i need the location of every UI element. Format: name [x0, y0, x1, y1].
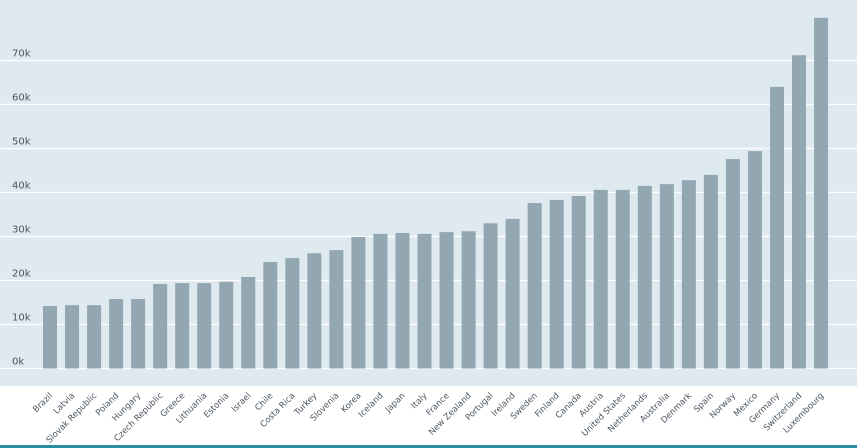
bar: [659, 184, 674, 369]
bar: [153, 284, 168, 369]
x-tick-label: Brazil: [31, 391, 55, 415]
bar: [769, 86, 784, 369]
bar: [615, 189, 630, 369]
bar: [725, 159, 740, 369]
x-tick-label: Israel: [230, 391, 254, 415]
y-tick-label: 0k: [12, 357, 24, 368]
y-tick-label: 70k: [12, 49, 31, 60]
y-tick-label: 50k: [12, 137, 31, 148]
bar: [175, 283, 190, 369]
bar: [307, 253, 322, 369]
bar: [571, 196, 586, 369]
bar: [681, 180, 696, 369]
bar: [417, 233, 432, 369]
bar: [483, 223, 498, 369]
bar: [219, 281, 234, 369]
y-tick-label: 20k: [12, 269, 31, 280]
bar: [747, 151, 762, 369]
bar: [285, 258, 300, 369]
bar: [439, 232, 454, 369]
bar: [637, 185, 652, 369]
bar: [351, 236, 366, 369]
bar: [703, 174, 718, 369]
bar: [329, 250, 344, 369]
x-tick-label: Iceland: [357, 391, 386, 420]
bottom-border: [0, 445, 857, 448]
bar: [197, 283, 212, 369]
bar: [65, 305, 80, 369]
bar: [131, 298, 146, 369]
y-tick-label: 60k: [12, 93, 31, 104]
bar: [461, 231, 476, 369]
bar: [87, 305, 102, 369]
bar: [43, 306, 57, 369]
bar: [395, 232, 410, 369]
y-tick-label: 30k: [12, 225, 31, 236]
x-tick-label: Japan: [383, 391, 408, 416]
y-tick-label: 40k: [12, 181, 31, 192]
bar: [527, 203, 542, 369]
bar: [593, 189, 608, 369]
bar: [373, 233, 388, 369]
bar: [241, 276, 256, 369]
bar: [814, 17, 829, 369]
bar: [792, 55, 807, 369]
y-tick-label: 10k: [12, 313, 31, 324]
bar: [549, 199, 564, 369]
bar: [505, 218, 520, 369]
bar: [263, 262, 278, 369]
bar: [109, 298, 124, 369]
